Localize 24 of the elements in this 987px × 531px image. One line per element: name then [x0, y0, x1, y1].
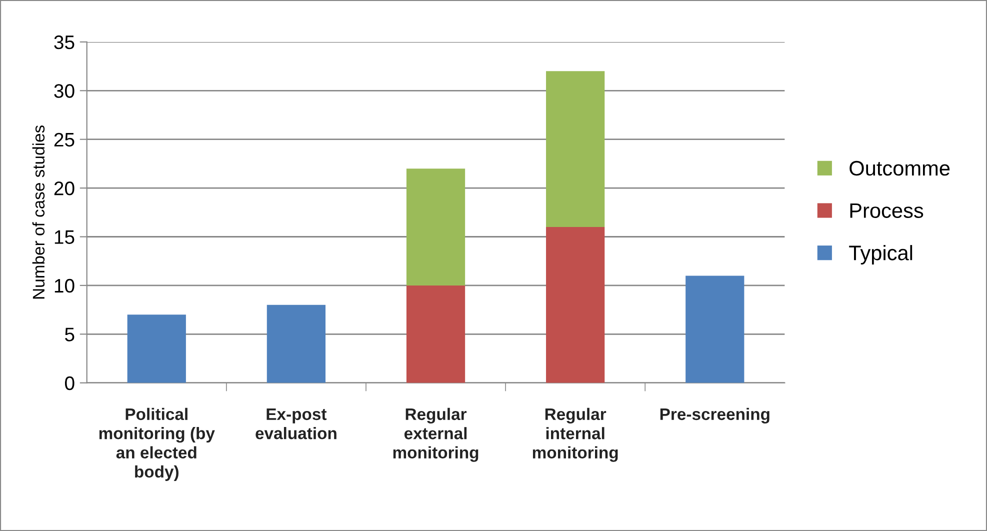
bar [546, 71, 605, 228]
x-tick-label: Pre-screening [660, 408, 770, 424]
y-tick-label: 35 [54, 35, 74, 50]
y-tick-label: 15 [54, 230, 74, 244]
y-tick-label: 30 [54, 84, 74, 98]
y-tick-label: 5 [65, 328, 74, 342]
y-tick-label: 10 [54, 278, 74, 293]
bar [686, 276, 744, 383]
y-tick-label: 0 [64, 376, 74, 390]
legend-label: Process [850, 203, 924, 218]
bar [546, 227, 605, 383]
x-tick-label: Ex-post evaluation [256, 408, 336, 440]
bar [406, 168, 466, 286]
y-tick-label: 25 [54, 132, 74, 147]
bar [266, 304, 326, 383]
legend-label: Outcomme [850, 160, 950, 176]
x-tick-label: Political monitoring (by an elected body) [99, 408, 215, 481]
y-tick-label: 20 [54, 182, 74, 196]
legend-label: Typical [849, 245, 912, 264]
x-tick-label: Regular internal monitoring [532, 408, 618, 462]
x-tick-label: Regular external monitoring [393, 408, 478, 462]
bar [406, 285, 466, 383]
bar [127, 314, 186, 383]
y-axis-title: Number of case studies [32, 125, 45, 299]
